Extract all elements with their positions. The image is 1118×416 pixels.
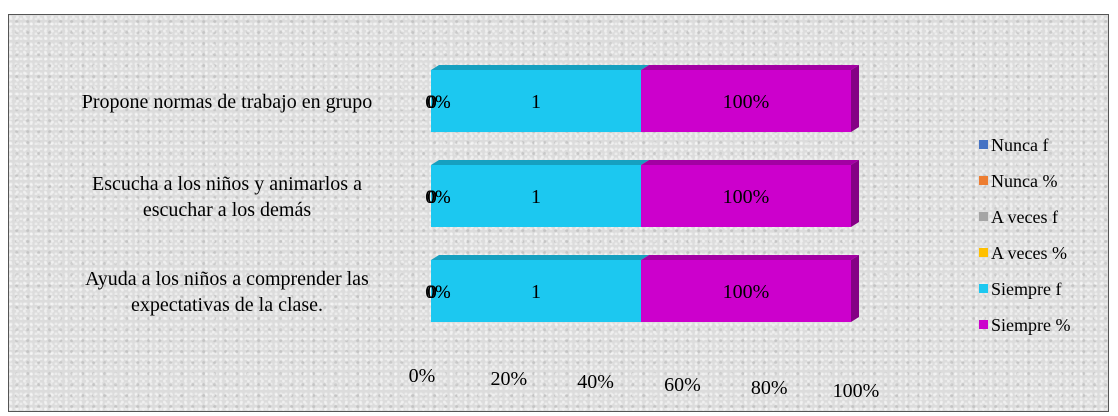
x-tick-label-1: 0%: [409, 365, 436, 387]
data-label-2-4: 0%: [425, 187, 451, 208]
data-label-1-4: 0%: [425, 92, 451, 113]
data-label-2-3: 0: [427, 187, 437, 208]
chart-frame: 0 0% 0 0% 1 100% Propone normas de trabajo en …: [8, 14, 1109, 412]
x-tick-label-2: 20%: [490, 368, 527, 390]
legend-swatch-5: [979, 284, 988, 293]
category-label-1: Propone normas de trabajo en grupo: [82, 91, 372, 113]
bar-segment-1-6: [641, 70, 851, 132]
legend-label-4: A veces %: [991, 243, 1067, 263]
bar-segment-3-5: [431, 260, 641, 322]
data-label-3-1: 0: [427, 282, 437, 303]
legend-swatch-6: [979, 320, 988, 329]
bar-segment-top-1-6: [641, 65, 859, 70]
data-label-2-6: 100%: [723, 186, 770, 208]
legend-label-3: A veces f: [991, 207, 1058, 227]
bar-segment-2-5: [431, 165, 641, 227]
bar-segment-3-6: [641, 260, 851, 322]
bar-side-1: [851, 65, 859, 132]
bar-segment-top-2-5: [431, 160, 649, 165]
data-label-3-4: 0%: [425, 282, 451, 303]
bar-segment-2-6: [641, 165, 851, 227]
bar-segment-top-1-5: [431, 65, 649, 70]
data-label-3-3: 0: [427, 282, 437, 303]
legend-label-1: Nunca f: [991, 135, 1048, 155]
bar-segment-1-5: [431, 70, 641, 132]
data-label-3-5: 1: [531, 281, 541, 303]
legend-swatch-3: [979, 212, 988, 221]
category-label-2-line-2: escuchar a los demás: [143, 199, 311, 221]
data-label-1-1: 0: [427, 92, 437, 113]
x-tick-label-4: 60%: [664, 374, 701, 396]
x-tick-label-3: 40%: [577, 371, 614, 393]
legend-swatch-1: [979, 140, 988, 149]
legend-swatch-4: [979, 248, 988, 257]
legend-swatch-2: [979, 176, 988, 185]
data-label-3-2: 0%: [425, 282, 451, 303]
data-label-1-3: 0: [427, 92, 437, 113]
bar-segment-top-2-6: [641, 160, 859, 165]
x-tick-label-5: 80%: [751, 377, 788, 399]
data-label-1-6: 100%: [723, 91, 770, 113]
legend-label-5: Siempre f: [991, 279, 1061, 299]
data-label-2-5: 1: [531, 186, 541, 208]
category-label-2-line-1: Escucha a los niños y animarlos a: [92, 173, 362, 195]
bar-side-2: [851, 160, 859, 227]
legend-label-2: Nunca %: [991, 171, 1057, 191]
bar-segment-top-3-5: [431, 255, 649, 260]
category-label-3-line-2: expectativas de la clase.: [131, 294, 323, 316]
data-label-3-6: 100%: [723, 281, 770, 303]
data-label-1-2: 0%: [425, 92, 451, 113]
bar-side-3: [851, 255, 859, 322]
data-label-2-1: 0: [427, 187, 437, 208]
data-label-1-5: 1: [531, 91, 541, 113]
data-label-2-2: 0%: [425, 187, 451, 208]
stacked-bar-chart: 00%00% 1 100%Propone normas de trabajo en …: [82, 65, 1070, 402]
category-label-3-line-1: Ayuda a los niños a comprender las: [85, 268, 369, 290]
legend-label-6: Siempre %: [991, 315, 1070, 335]
x-tick-label-6: 100%: [833, 380, 880, 402]
bar-segment-top-3-6: [641, 255, 859, 260]
